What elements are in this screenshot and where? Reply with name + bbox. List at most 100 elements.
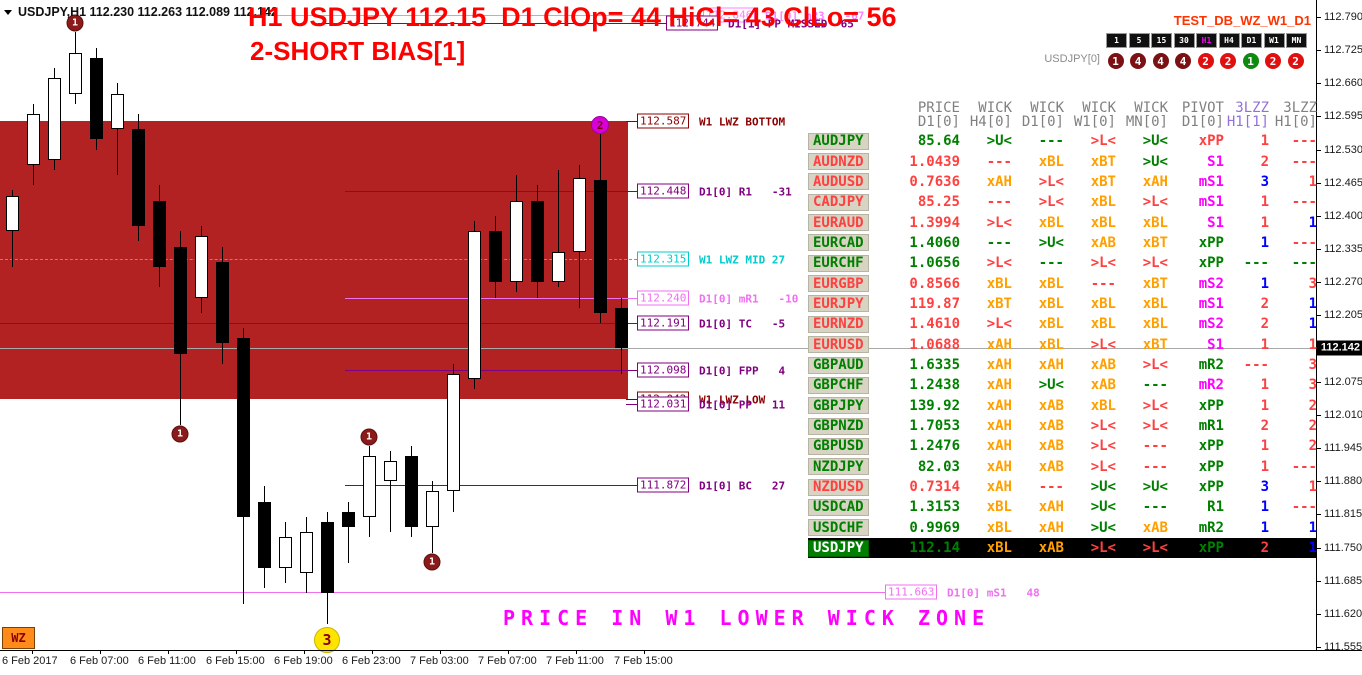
timeframe-button-15[interactable]: 15 xyxy=(1151,33,1172,48)
price-axis-label: 112.790 xyxy=(1324,11,1362,23)
table-value-cell: >U< xyxy=(1090,479,1116,496)
pair-label-gbpaud[interactable]: GBPAUD xyxy=(808,356,869,374)
table-value-cell: 1 xyxy=(1260,234,1269,251)
level-price-label: 112.031 xyxy=(637,396,690,412)
wz-button[interactable]: WZ xyxy=(2,627,35,649)
table-value-cell: 3 xyxy=(1260,173,1269,190)
table-row-eurgbp: EURGBP 0.8566 xBL xBL --- xBT mS2 1 3 xyxy=(808,273,1317,293)
price-axis-label: 111.620 xyxy=(1324,607,1362,620)
candle-body xyxy=(615,307,628,348)
timeframe-button-H1[interactable]: H1 xyxy=(1196,33,1217,48)
timeframe-button-5[interactable]: 5 xyxy=(1128,33,1150,48)
table-value-cell: --- xyxy=(1291,234,1317,251)
table-value-cell: >U< xyxy=(1090,499,1116,516)
table-value-cell: xAB xyxy=(1038,458,1064,475)
time-axis-tick xyxy=(304,650,305,654)
pair-label-euraud[interactable]: EURAUD xyxy=(808,214,869,232)
level-price-label: 112.744 xyxy=(666,15,719,31)
price-axis-tick xyxy=(1316,282,1321,284)
pair-label-gbpusd[interactable]: GBPUSD xyxy=(808,437,869,455)
candle-body xyxy=(363,455,376,517)
table-header-cell: D1[0] xyxy=(1181,113,1224,130)
price-axis-tick xyxy=(1316,50,1321,52)
time-axis-label: 6 Feb 19:00 xyxy=(274,655,333,667)
table-value-cell: >L< xyxy=(986,255,1012,272)
pair-label-eurgbp[interactable]: EURGBP xyxy=(808,275,869,293)
table-value-cell: --- xyxy=(1038,255,1064,272)
table-header-line2: D1[0] H4[0] D1[0] W1[0] MN[0] D1[0] H1[1] H1[0] xyxy=(808,113,1317,130)
table-value-cell: --- xyxy=(1243,357,1269,374)
table-row-eurusd: EURUSD 1.0688 xAH xBL >L< xBT S1 1 1 xyxy=(808,335,1317,355)
table-value-cell: xBL xyxy=(1038,153,1064,170)
pair-label-usdchf[interactable]: USDCHF xyxy=(808,519,869,537)
level-line xyxy=(0,259,637,261)
pair-label-audnzd[interactable]: AUDNZD xyxy=(808,153,869,171)
table-value-cell: xPP xyxy=(1198,438,1224,455)
timeframe-button-W1[interactable]: W1 xyxy=(1263,33,1285,48)
table-value-cell: --- xyxy=(1291,499,1317,516)
table-value-cell: 2 xyxy=(1308,418,1317,435)
table-header-cell: W1[0] xyxy=(1073,113,1116,130)
pair-label-nzdusd[interactable]: NZDUSD xyxy=(808,478,869,496)
pair-label-eurchf[interactable]: EURCHF xyxy=(808,254,869,272)
table-value-cell: 1 xyxy=(1308,479,1317,496)
pair-label-eurjpy[interactable]: EURJPY xyxy=(808,295,869,313)
chart-menu-arrow-icon[interactable] xyxy=(4,9,12,15)
table-value-cell: --- xyxy=(1090,275,1116,292)
pair-label-cadjpy[interactable]: CADJPY xyxy=(808,193,869,211)
pair-cell: GBPUSD xyxy=(808,437,888,455)
table-value-cell: 1.7053 xyxy=(909,418,960,435)
price-axis-tick xyxy=(1316,514,1321,516)
time-axis-label: 6 Feb 15:00 xyxy=(206,655,265,667)
table-value-cell: xBL xyxy=(1142,214,1168,231)
table-value-cell: xBL xyxy=(1038,214,1064,231)
time-axis-tick xyxy=(32,650,33,654)
price-axis-tick xyxy=(1316,17,1321,18)
pair-label-gbpchf[interactable]: GBPCHF xyxy=(808,376,869,394)
price-axis-tick xyxy=(1316,481,1321,483)
pair-label-nzdjpy[interactable]: NZDJPY xyxy=(808,458,869,476)
time-axis-tick xyxy=(100,650,101,654)
timeframe-button-30[interactable]: 30 xyxy=(1173,33,1195,48)
candle-body xyxy=(426,491,439,528)
candle-body xyxy=(174,246,187,354)
pair-label-audjpy[interactable]: AUDJPY xyxy=(808,132,869,150)
level-name-label: D1[0] TC -5 xyxy=(699,317,786,331)
pair-label-gbpjpy[interactable]: GBPJPY xyxy=(808,397,869,415)
timeframe-button-H4[interactable]: H4 xyxy=(1218,33,1240,48)
pair-cell: AUDUSD xyxy=(808,173,888,191)
pair-label-usdcad[interactable]: USDCAD xyxy=(808,498,869,516)
level-line xyxy=(265,15,703,16)
pair-label-audusd[interactable]: AUDUSD xyxy=(808,173,869,191)
timeframe-button-D1[interactable]: D1 xyxy=(1241,33,1262,48)
table-value-cell: >U< xyxy=(1090,519,1116,536)
pair-label-gbpnzd[interactable]: GBPNZD xyxy=(808,417,869,435)
pair-label-eurusd[interactable]: EURUSD xyxy=(808,336,869,354)
pair-cell: EURCHF xyxy=(808,254,888,272)
table-value-cell: mS1 xyxy=(1198,194,1224,211)
price-axis-label: 111.880 xyxy=(1324,475,1362,488)
price-axis-label: 112.725 xyxy=(1324,44,1362,57)
table-value-cell: >L< xyxy=(1090,418,1116,435)
level-name-label: D1[0] mS1 48 xyxy=(947,586,1040,600)
table-header-cell: PRICE xyxy=(917,99,960,116)
table-value-cell: 1.4610 xyxy=(909,316,960,333)
pair-label-eurcad[interactable]: EURCAD xyxy=(808,234,869,252)
price-axis-tick xyxy=(1316,448,1321,450)
pair-label-eurnzd[interactable]: EURNZD xyxy=(808,315,869,333)
table-value-cell: --- xyxy=(1291,255,1317,272)
table-value-cell: --- xyxy=(1243,255,1269,272)
table-value-cell: mR2 xyxy=(1198,377,1224,394)
price-axis-tick xyxy=(1316,182,1321,184)
timeframe-status-circle: 2 xyxy=(1197,53,1214,69)
table-value-cell: >U< xyxy=(1142,133,1168,150)
timeframe-button-1[interactable]: 1 xyxy=(1106,33,1127,48)
table-value-cell: mS1 xyxy=(1198,173,1224,190)
magenta-signal-marker: 2 xyxy=(591,116,609,135)
table-value-cell: xPP xyxy=(1198,479,1224,496)
pair-cell: GBPAUD xyxy=(808,356,888,374)
timeframe-button-MN[interactable]: MN xyxy=(1286,33,1307,48)
level-name-label: D1[1] PP MISSED -65 xyxy=(728,17,854,31)
level-name-label: W1 LWZ MID 27 xyxy=(699,253,786,267)
pair-label-usdjpy[interactable]: USDJPY xyxy=(808,539,869,557)
